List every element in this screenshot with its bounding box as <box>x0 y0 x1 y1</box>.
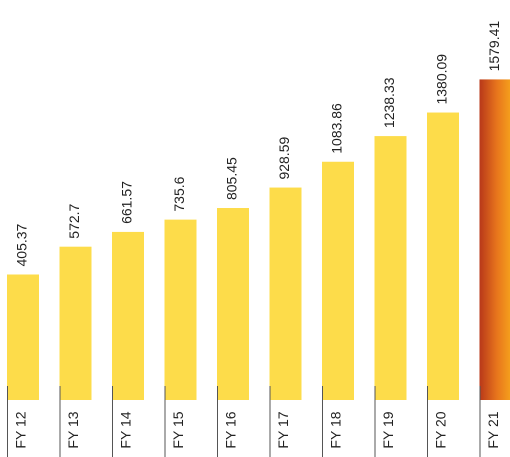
x-tick-label: FY 15 <box>170 411 186 448</box>
bar <box>479 79 510 400</box>
x-tick-label: FY 19 <box>380 411 396 448</box>
bar <box>374 136 407 400</box>
value-label: 928.59 <box>276 137 292 180</box>
value-label: 805.45 <box>224 157 240 200</box>
x-tick-label: FY 21 <box>485 411 501 448</box>
value-label: 1083.86 <box>329 103 345 154</box>
x-tick-label: FY 16 <box>223 411 239 448</box>
bar <box>322 161 354 400</box>
bar <box>217 208 249 400</box>
value-label: 1380.09 <box>434 54 450 105</box>
bar <box>112 231 144 400</box>
bar <box>59 246 92 400</box>
bar <box>269 187 302 400</box>
bar <box>164 219 197 400</box>
x-tick-label: FY 20 <box>433 411 449 448</box>
x-tick-label: FY 18 <box>328 411 344 448</box>
value-label: 661.57 <box>119 181 135 224</box>
x-tick-label: FY 14 <box>118 411 134 448</box>
value-label: 1238.33 <box>381 77 397 128</box>
value-label: 1579.41 <box>486 21 502 72</box>
bar <box>7 274 39 400</box>
x-tick-label: FY 17 <box>275 411 291 448</box>
bar <box>427 112 459 401</box>
x-tick-label: FY 13 <box>65 411 81 448</box>
value-label: 735.6 <box>171 176 187 211</box>
value-label: 405.37 <box>14 223 30 266</box>
value-label: 572.7 <box>66 203 82 238</box>
x-tick-label: FY 12 <box>13 411 29 448</box>
